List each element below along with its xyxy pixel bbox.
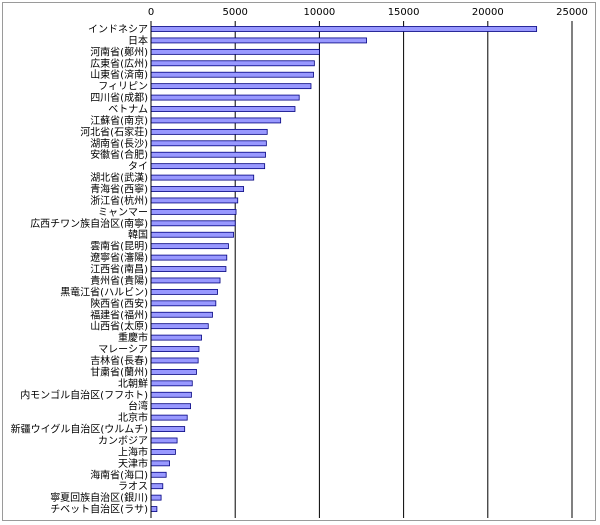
category-label: 安徽省(合肥) <box>90 148 148 161</box>
bar-29 <box>150 357 199 364</box>
bar-21 <box>150 266 227 272</box>
category-label: 吉林省(長春) <box>90 354 148 367</box>
bar-17 <box>150 220 236 227</box>
category-label: 広西チワン族自治区(南寧) <box>30 217 148 230</box>
category-label: 日本 <box>128 34 148 47</box>
bar-1 <box>150 37 367 44</box>
x-tick-label: 10000 <box>303 7 335 18</box>
category-label: 湖北省(武漢) <box>90 171 148 184</box>
category-label: 広東省(広州) <box>90 57 148 70</box>
bar-19 <box>150 243 229 250</box>
x-tick-label: 20000 <box>472 7 504 18</box>
bar-34 <box>150 414 188 421</box>
category-label: 青海省(西寧) <box>90 183 148 196</box>
bar-28 <box>150 346 200 352</box>
category-label: 湖南省(長沙) <box>90 137 148 150</box>
bar-11 <box>150 151 266 158</box>
bar-22 <box>150 277 221 284</box>
category-label: 四川省(成都) <box>90 91 148 104</box>
category-label: 雲南省(昆明) <box>90 240 148 253</box>
category-label: 海南省(海口) <box>90 468 148 481</box>
bar-26 <box>150 323 209 330</box>
bar-27 <box>150 334 202 341</box>
bar-0 <box>150 26 538 32</box>
category-label: ミャンマー <box>98 207 148 218</box>
category-label: 重慶市 <box>118 331 148 344</box>
category-label: 江西省(南昌) <box>90 263 148 276</box>
chart-frame: 0 5000 10000 15000 20000 25000 インドネシア 日本 河南省(鄭州… <box>2 2 596 521</box>
bar-30 <box>150 368 197 375</box>
x-tick-label: 25000 <box>556 7 588 18</box>
category-label: 福建省(福州) <box>90 308 148 321</box>
bar-6 <box>150 94 300 101</box>
category-label: カンボジア <box>98 435 148 447</box>
category-label: フィリピン <box>98 81 148 93</box>
bar-20 <box>150 254 228 261</box>
bar-36 <box>150 437 178 444</box>
bar-24 <box>150 300 217 307</box>
x-axis-ticks: 0 5000 10000 15000 20000 25000 <box>148 7 588 18</box>
bar-8 <box>150 117 282 124</box>
bar-18 <box>150 231 234 238</box>
category-label: 江蘇省(南京) <box>90 114 148 127</box>
bar-32 <box>150 391 192 398</box>
y-axis-categories: インドネシア日本河南省(鄭州)広東省(広州)山東省(済南)フィリピン四川省(成都… <box>11 24 149 516</box>
category-label: 陝西省(西安) <box>90 297 148 310</box>
category-label: インドネシア <box>88 24 148 36</box>
category-label: マレーシア <box>98 345 148 356</box>
category-label: 新疆ウイグル自治区(ウルムチ) <box>11 423 149 436</box>
bar-42 <box>150 506 158 512</box>
bar-31 <box>150 380 193 387</box>
category-label: 天津市 <box>118 457 148 470</box>
category-label: 山西省(太原) <box>90 320 148 333</box>
category-label: 台湾 <box>128 400 148 413</box>
x-tick-label: 15000 <box>388 7 420 18</box>
bar-2 <box>150 48 320 55</box>
bar-23 <box>150 288 218 295</box>
grid-lines <box>234 21 573 518</box>
bar-10 <box>150 140 267 147</box>
bar-16 <box>150 208 237 215</box>
bar-9 <box>150 128 268 135</box>
category-label: 北朝鮮 <box>118 377 148 390</box>
bar-14 <box>150 186 245 192</box>
category-label: 河南省(鄭州) <box>90 45 148 58</box>
bar-7 <box>150 106 296 112</box>
category-label: 遼寧省(瀋陽) <box>90 251 148 264</box>
category-label: 韓国 <box>128 229 148 241</box>
category-label: 黒竜江省(ハルビン) <box>60 285 148 298</box>
category-label: チベット自治区(ラサ) <box>50 503 148 516</box>
x-tick-label: 5000 <box>222 7 247 18</box>
category-label: 山東省(済南) <box>90 68 148 81</box>
bar-37 <box>150 449 176 455</box>
bar-5 <box>150 83 312 90</box>
bar-40 <box>150 483 164 490</box>
category-label: ベトナム <box>108 104 148 116</box>
bar-3 <box>150 60 315 67</box>
category-label: タイ <box>128 161 148 173</box>
category-label: 寧夏回族自治区(銀川) <box>50 491 148 504</box>
bar-35 <box>150 426 186 432</box>
bar-33 <box>150 403 191 410</box>
bar-41 <box>150 494 162 501</box>
bar-38 <box>150 460 170 467</box>
bar-4 <box>150 71 314 78</box>
category-label: 貴州省(貴陽) <box>90 274 148 287</box>
category-label: ラオス <box>118 481 148 493</box>
bar-series <box>150 26 538 512</box>
category-label: 甘粛省(蘭州) <box>90 365 148 378</box>
category-label: 北京市 <box>118 411 148 424</box>
bar-15 <box>150 197 239 204</box>
category-label: 内モンゴル自治区(フフホト) <box>20 388 148 401</box>
bar-12 <box>150 163 266 170</box>
category-label: 上海市 <box>118 445 148 458</box>
x-tick-label: 0 <box>148 7 154 18</box>
bar-13 <box>150 174 255 181</box>
category-label: 河北省(石家荘) <box>80 125 148 138</box>
bar-39 <box>150 471 167 478</box>
bar-chart: 0 5000 10000 15000 20000 25000 インドネシア日本河南省(鄭州… <box>11 7 588 518</box>
category-label: 浙江省(杭州) <box>90 194 148 207</box>
bar-25 <box>150 311 213 318</box>
